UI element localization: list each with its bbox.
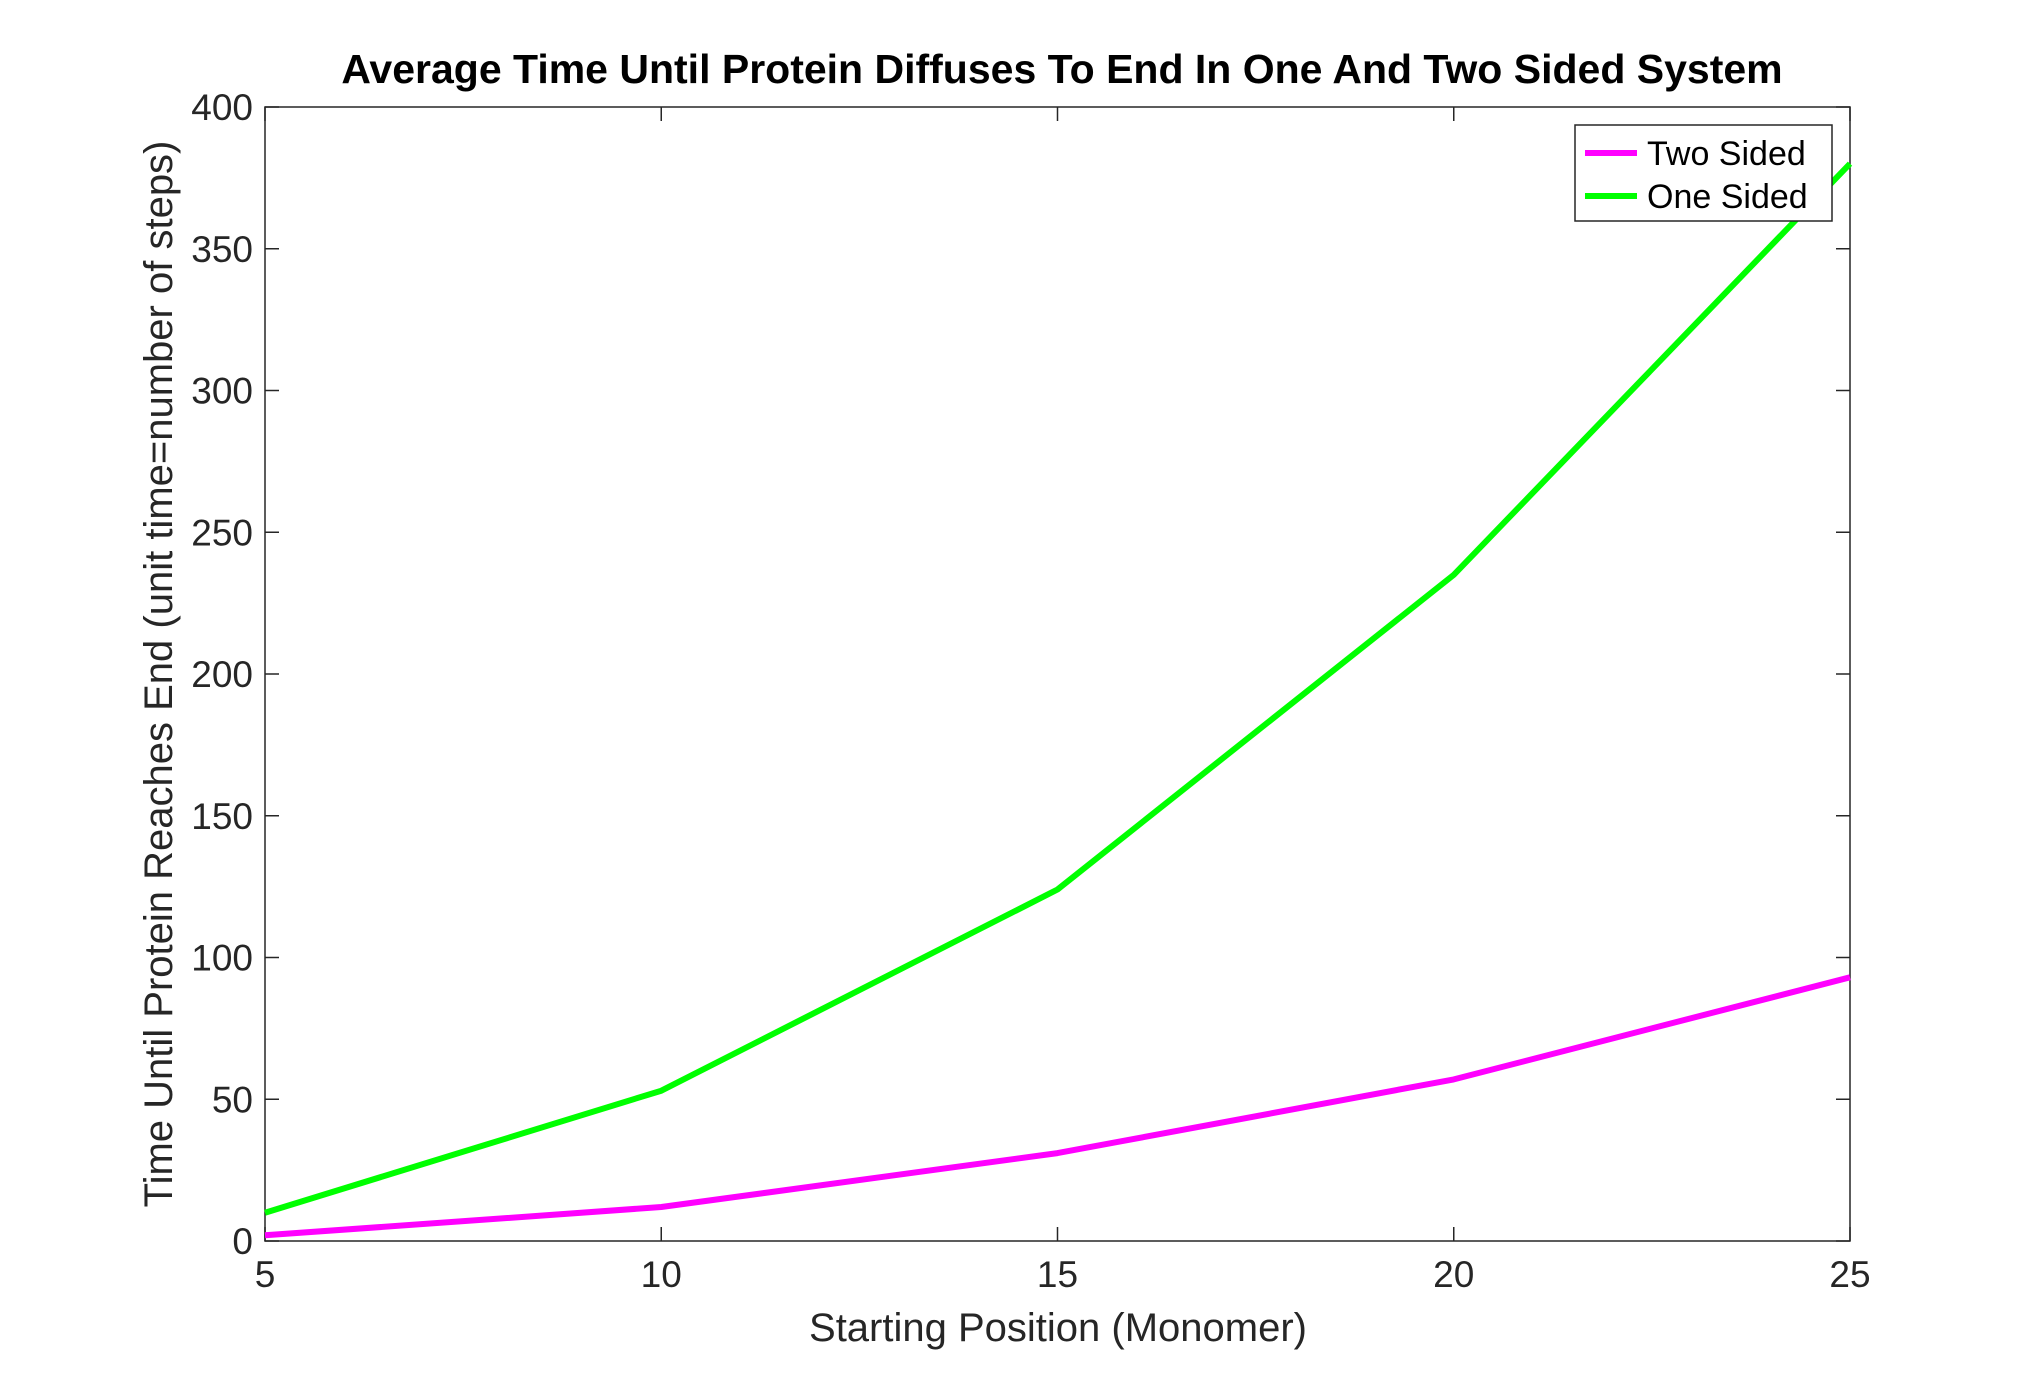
x-axis: 5 10 15 20 25 bbox=[255, 107, 1871, 1295]
y-tick-label: 400 bbox=[191, 87, 253, 128]
legend-label: One Sided bbox=[1647, 178, 1808, 216]
chart-title: Average Time Until Protein Diffuses To E… bbox=[341, 46, 1782, 92]
series-lines bbox=[264, 161, 1853, 1239]
y-tick-label: 50 bbox=[212, 1079, 253, 1120]
legend-label: Two Sided bbox=[1647, 135, 1806, 173]
y-tick-label: 300 bbox=[191, 371, 253, 412]
legend-box bbox=[1574, 124, 1833, 222]
y-tick-label: 150 bbox=[191, 796, 253, 837]
legend: Two Sided One Sided bbox=[1574, 124, 1833, 222]
x-tick-label: 15 bbox=[1037, 1254, 1078, 1295]
y-tick-label: 250 bbox=[191, 512, 253, 553]
series-line-two-sided bbox=[264, 974, 1851, 1239]
plot-area bbox=[264, 106, 1851, 1242]
x-tick-label: 25 bbox=[1829, 1254, 1870, 1295]
y-tick-label: 100 bbox=[191, 938, 253, 979]
x-axis-label: Starting Position (Monomer) bbox=[809, 1306, 1307, 1350]
y-tick-label: 200 bbox=[191, 654, 253, 695]
x-tick-label: 5 bbox=[255, 1254, 276, 1295]
y-axis: 0 50 100 150 200 250 300 350 400 bbox=[191, 87, 1850, 1262]
x-tick-label: 10 bbox=[641, 1254, 682, 1295]
x-tick-label: 20 bbox=[1433, 1254, 1474, 1295]
y-tick-label: 350 bbox=[191, 229, 253, 270]
y-tick-label: 0 bbox=[232, 1221, 253, 1262]
y-axis-label: Time Until Protein Reaches End (unit tim… bbox=[137, 141, 181, 1208]
series-line-one-sided bbox=[264, 161, 1853, 1216]
